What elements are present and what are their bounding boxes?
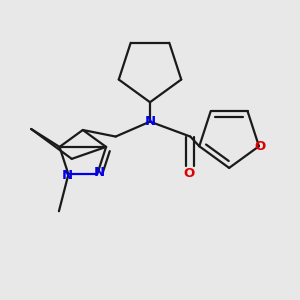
Text: N: N: [94, 166, 105, 179]
Text: N: N: [61, 169, 73, 182]
Text: N: N: [144, 115, 156, 128]
Text: O: O: [183, 167, 194, 180]
Text: O: O: [255, 140, 266, 153]
